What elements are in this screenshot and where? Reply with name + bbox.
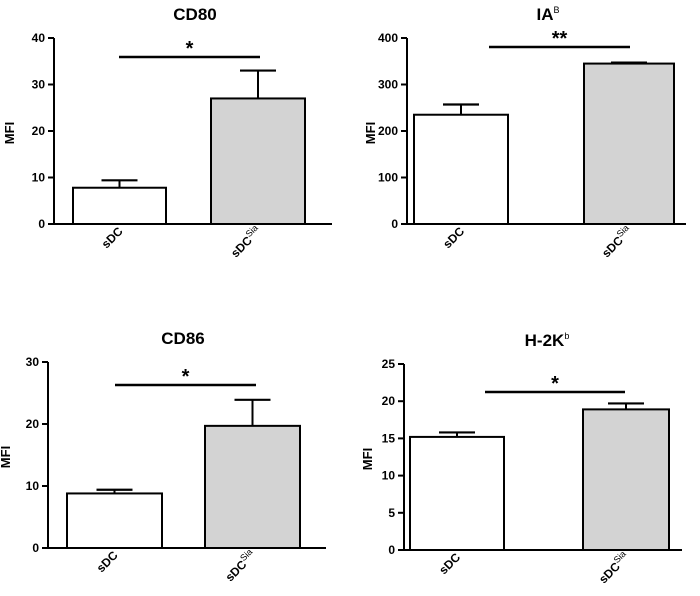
bar <box>72 186 167 225</box>
y-tick-label: 25 <box>382 357 396 371</box>
y-tick-label: 100 <box>378 171 398 185</box>
chart-title: CD86 <box>161 329 204 348</box>
category-label-text: sDC <box>94 548 121 575</box>
chart-panel: H-2Kb MFI 0 5 10 15 20 25 sDC sDCSia * <box>360 331 682 586</box>
chart-title-superscript: B <box>553 5 559 15</box>
y-tick-label: 200 <box>378 124 398 138</box>
category-label-text: sDC <box>99 224 126 251</box>
significance-marker: * <box>182 366 190 388</box>
y-tick-label: 5 <box>388 506 395 520</box>
category-label: sDCSia <box>221 547 258 584</box>
chart-panel: IAB MFI 0 100 200 300 400 sDC sDCSia ** <box>363 5 686 260</box>
chart-title-text: IA <box>536 5 553 24</box>
bar <box>204 424 301 549</box>
bar <box>210 97 306 225</box>
significance-marker: * <box>186 38 194 60</box>
y-tick-label: 10 <box>32 171 46 185</box>
y-tick-label: 0 <box>38 217 45 231</box>
y-tick-label: 400 <box>378 31 398 45</box>
chart-title-superscript: b <box>564 331 569 341</box>
chart-title-text: CD86 <box>161 329 204 348</box>
bar <box>583 62 675 226</box>
category-label: sDCSia <box>598 223 635 260</box>
category-label: sDC <box>440 224 467 251</box>
y-tick-label: 40 <box>32 31 46 45</box>
bar <box>66 492 163 550</box>
category-label: sDC <box>99 224 126 251</box>
significance-marker: ** <box>552 28 568 50</box>
y-axis-label: MFI <box>0 446 13 468</box>
category-label: sDCSia <box>227 223 264 260</box>
chart-panel: CD80 MFI 0 10 20 30 40 sDC sDCSia * <box>2 5 332 260</box>
y-tick-label: 20 <box>26 417 40 431</box>
category-label-text: sDC <box>440 224 467 251</box>
y-tick-label: 10 <box>26 479 40 493</box>
category-label-text: sDC <box>436 550 463 577</box>
chart-panel: CD86 MFI 0 10 20 30 sDC sDCSia * <box>0 329 326 584</box>
y-axis-label: MFI <box>363 122 378 144</box>
category-label: sDC <box>436 550 463 577</box>
y-tick-label: 300 <box>378 78 398 92</box>
category-label: sDCSia <box>595 549 632 586</box>
y-tick-label: 20 <box>382 394 396 408</box>
chart-title-text: CD80 <box>173 5 216 24</box>
y-tick-label: 0 <box>32 541 39 555</box>
y-tick-label: 10 <box>382 469 396 483</box>
chart-title: IAB <box>536 5 559 24</box>
y-tick-label: 20 <box>32 124 46 138</box>
y-tick-label: 0 <box>388 543 395 557</box>
y-tick-label: 30 <box>32 78 46 92</box>
bar <box>413 113 509 225</box>
category-label: sDC <box>94 548 121 575</box>
chart-title: CD80 <box>173 5 216 24</box>
chart-title-text: H-2K <box>525 331 565 350</box>
bar <box>409 435 505 551</box>
y-tick-label: 15 <box>382 431 396 445</box>
y-tick-label: 0 <box>391 217 398 231</box>
chart-title: H-2Kb <box>525 331 570 350</box>
y-tick-label: 30 <box>26 355 40 369</box>
y-axis-label: MFI <box>2 122 17 144</box>
bar <box>582 408 670 551</box>
y-axis-label: MFI <box>360 448 375 470</box>
significance-marker: * <box>551 373 559 395</box>
